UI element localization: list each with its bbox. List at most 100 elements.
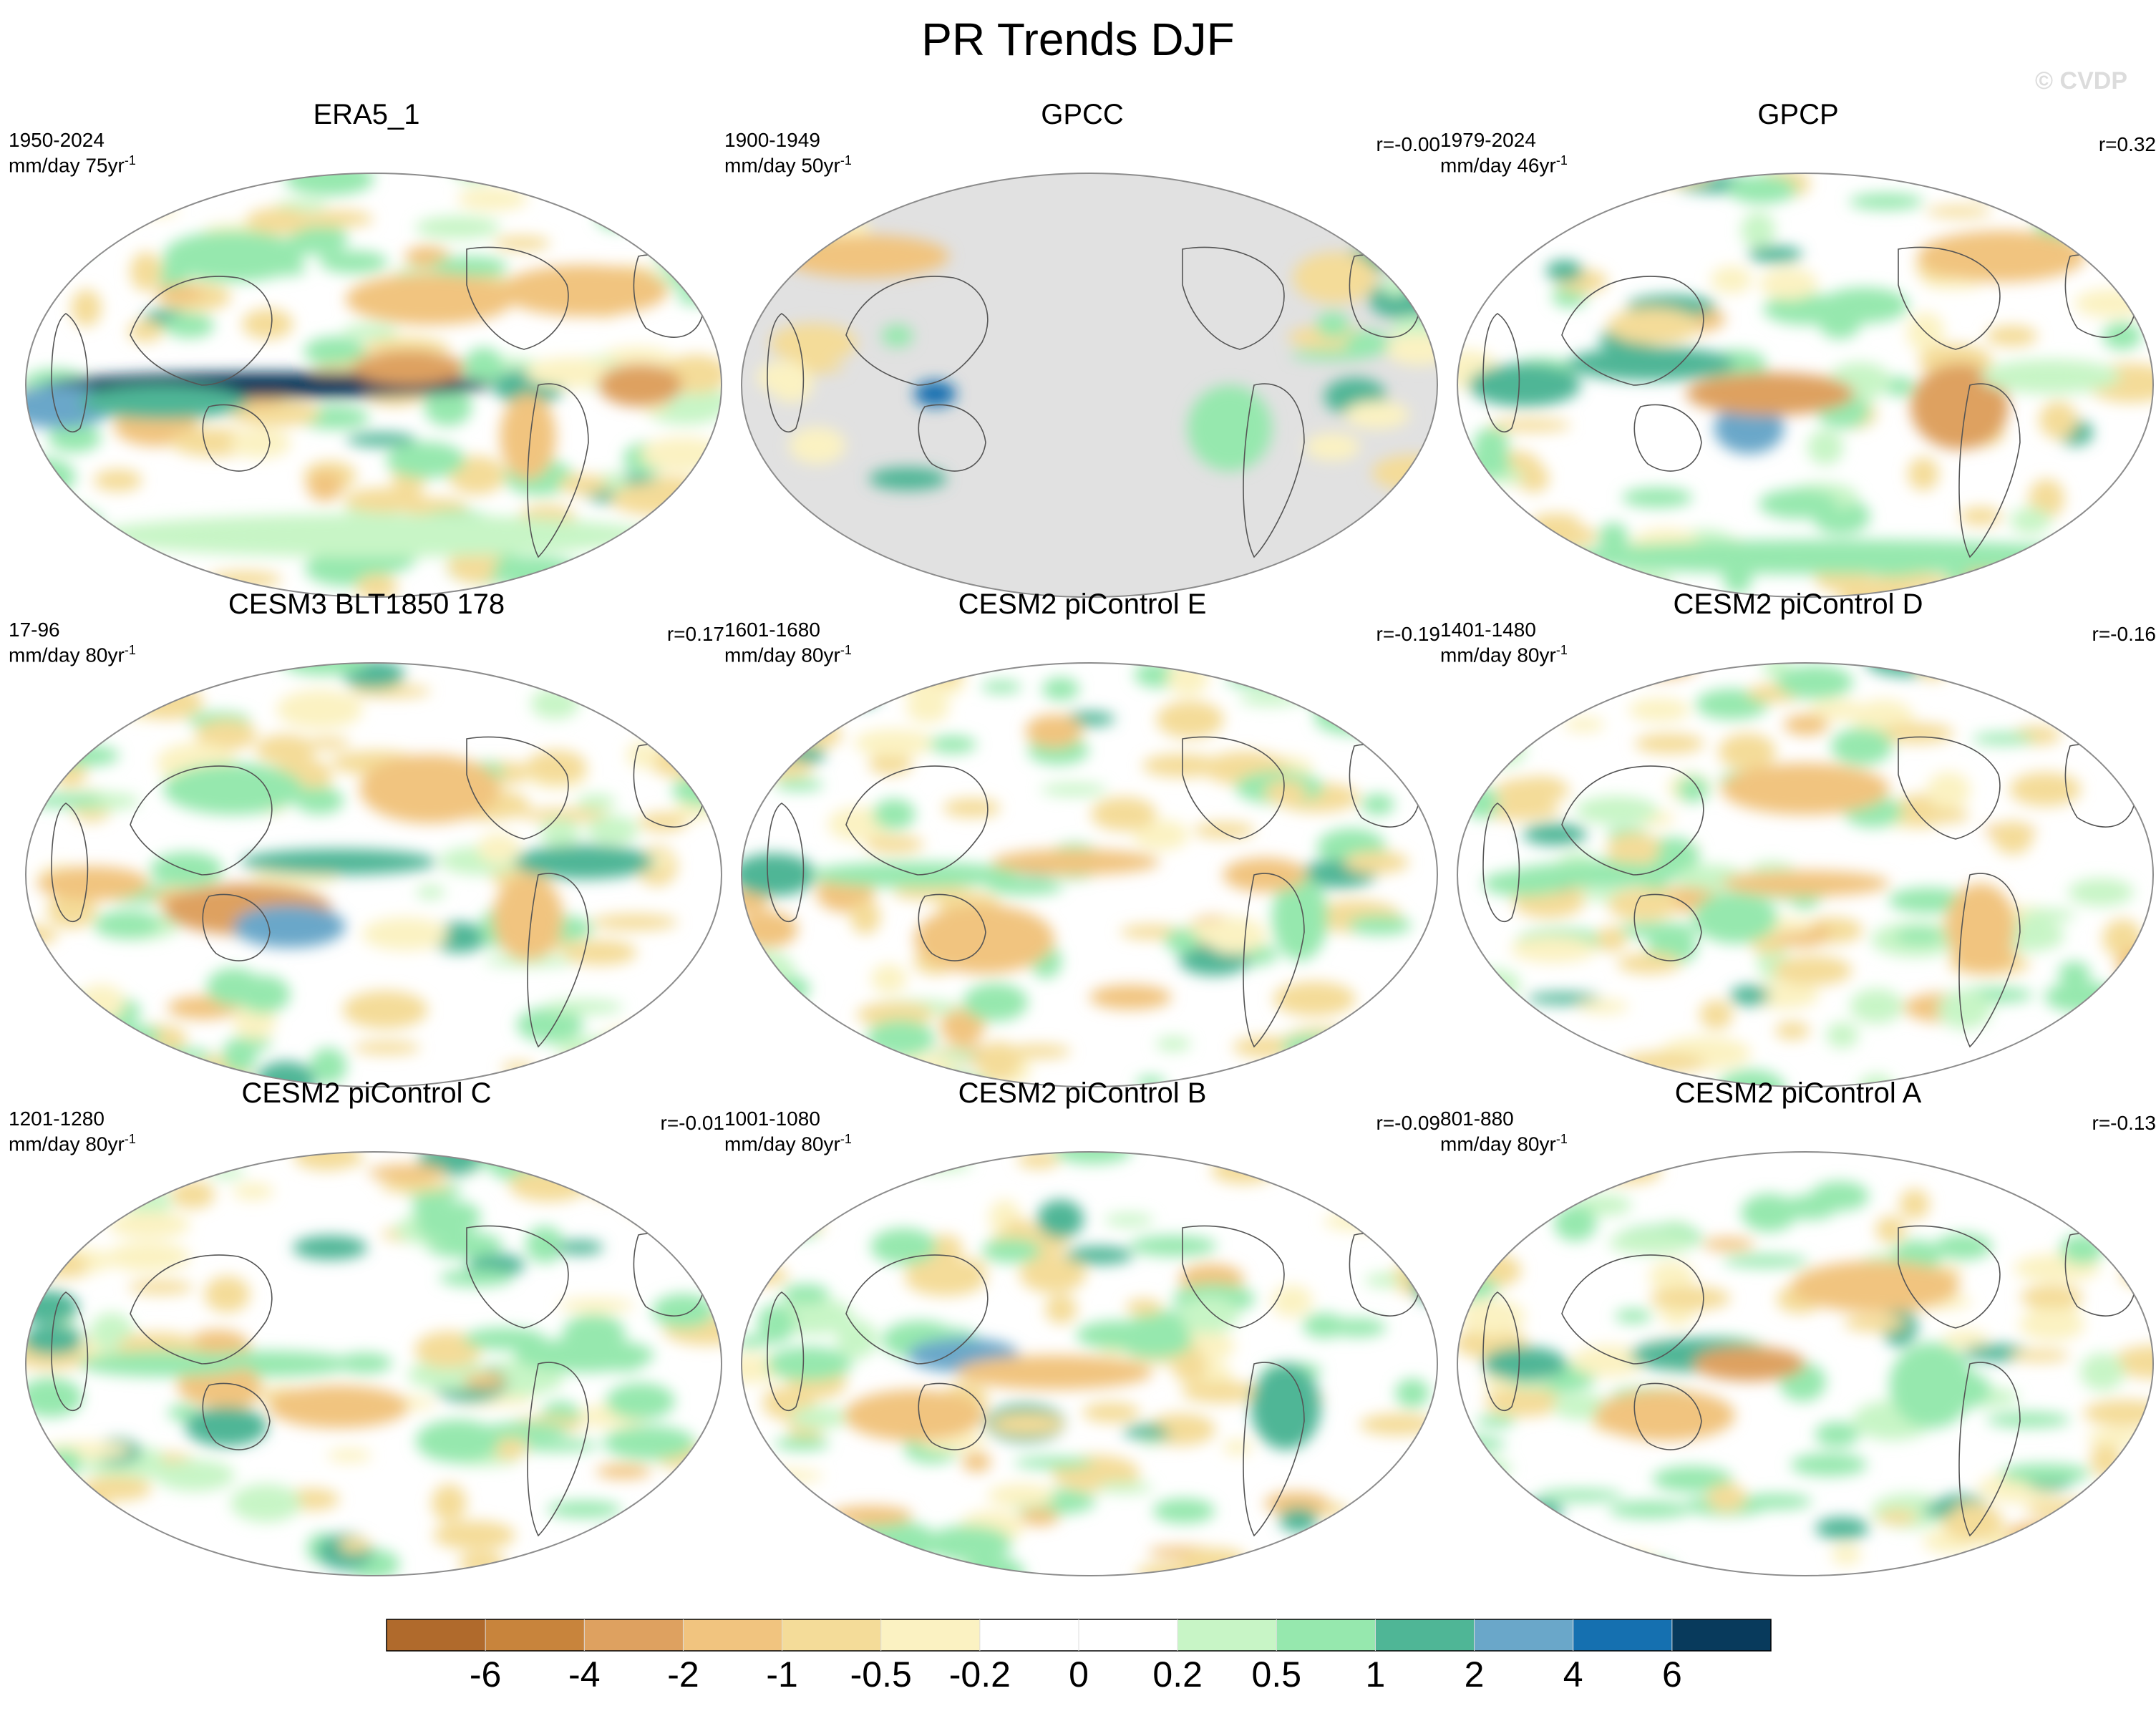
panel-units: mm/day 80yr-1 (724, 643, 852, 667)
trend-patch (1634, 733, 1705, 754)
trend-patch (1908, 457, 1939, 491)
trend-patch (125, 1160, 165, 1181)
trend-patch (1345, 330, 1389, 357)
units-exponent: -1 (124, 153, 136, 168)
trend-region (500, 265, 669, 316)
trend-patch (1162, 1415, 1195, 1436)
panel-correlation: r=-0.09 (1376, 1112, 1441, 1134)
trend-patch (439, 1269, 513, 1287)
trend-patch (342, 324, 399, 339)
panel-period: 1401-1480 (1440, 619, 1536, 641)
trend-region (1917, 231, 2086, 282)
trend-patch (1457, 1436, 1506, 1452)
trend-patch (493, 236, 551, 251)
colorbar-swatch (683, 1619, 783, 1651)
trend-patch (1843, 1314, 1906, 1332)
trend-patch (1117, 1324, 1193, 1359)
trend-patch (1995, 173, 2041, 196)
coastline (130, 276, 273, 386)
world-map (25, 662, 722, 1087)
trend-patch (342, 990, 428, 1029)
map-panel: CESM2 piControl D 1401-1480 mm/day 80yr-1 r… (1440, 588, 2156, 1087)
trend-patch (640, 437, 722, 472)
trend-patch (414, 215, 500, 239)
trend-patch (433, 1521, 516, 1550)
trend-patch (1888, 887, 1969, 913)
trend-patch (742, 678, 774, 698)
coastline (466, 1225, 569, 1329)
trend-patch (82, 1179, 127, 1203)
trend-patch (1641, 1560, 1678, 1576)
trend-region (1981, 359, 2121, 394)
trend-patch (1296, 684, 1352, 704)
trend-patch (26, 457, 76, 496)
trend-patch (463, 347, 504, 387)
trend-patch (1598, 522, 1628, 553)
trend-patch (987, 1483, 1056, 1507)
trend-patch (1777, 665, 1854, 699)
trend-region (345, 273, 514, 325)
trend-patch (256, 734, 315, 765)
units-exponent: -1 (124, 643, 136, 657)
trend-patch (782, 1284, 830, 1304)
map-outline (1457, 173, 2154, 598)
trend-patch (1498, 539, 1571, 556)
trend-patch (1476, 1415, 1515, 1428)
map-panel: CESM3 BLT1850 178 17-96 mm/day 80yr-1 r=0.1… (9, 588, 724, 1087)
trend-patch (887, 1570, 972, 1576)
trend-patch (1344, 400, 1410, 430)
trend-region (1560, 540, 2121, 574)
coastline (1182, 736, 1285, 840)
trend-patch (2074, 1507, 2153, 1525)
trend-patch (881, 324, 913, 347)
trend-patch (1783, 714, 1829, 736)
trend-patch (1716, 1070, 1786, 1087)
trend-patch (559, 565, 651, 591)
trend-region (1293, 252, 1377, 304)
trend-patch (1983, 173, 2061, 199)
trend-patch (586, 1167, 626, 1199)
trend-patch (276, 689, 363, 730)
trend-patch (981, 681, 1022, 693)
trend-region (1889, 1342, 1974, 1428)
trend-patch (309, 1047, 347, 1085)
trend-patch (1193, 822, 1256, 839)
trend-patch (155, 284, 203, 303)
colorbar-frame (386, 1619, 1772, 1652)
trend-patch (29, 503, 92, 515)
trend-patch (1337, 1157, 1410, 1172)
trend-patch (2112, 1345, 2153, 1379)
panel-units: mm/day 80yr-1 (724, 1132, 852, 1155)
trend-patch (71, 289, 102, 327)
trend-patch (626, 1187, 717, 1221)
trend-patch (491, 556, 581, 583)
coastline (1182, 246, 1285, 350)
units-exponent: -1 (840, 1132, 852, 1146)
trend-region (1693, 1347, 1805, 1381)
trend-patch (1545, 260, 1583, 282)
trend-patch (26, 1475, 72, 1489)
trend-patch (292, 1235, 368, 1260)
coastline (51, 313, 89, 433)
map-panel: CESM2 piControl C 1201-1280 mm/day 80yr-1 r… (9, 1077, 724, 1576)
trend-patch (1727, 175, 1797, 204)
trend-patch (1210, 1156, 1276, 1184)
trend-patch (1614, 1309, 1652, 1323)
trend-patch (1457, 1513, 1533, 1537)
trend-patch (690, 1554, 722, 1576)
coastline (1482, 313, 1520, 433)
coastline (51, 803, 89, 923)
trend-region (991, 849, 1160, 875)
trend-patch (676, 291, 718, 305)
panel-period: 1201-1280 (9, 1107, 105, 1130)
trend-patch (2040, 1152, 2121, 1162)
coastline (845, 1254, 989, 1365)
trend-patch (1344, 173, 1428, 191)
trend-patch (132, 684, 203, 720)
trend-patch (150, 852, 223, 887)
trend-patch (1252, 663, 1325, 679)
trend-patch (1089, 984, 1172, 1010)
trend-patch (130, 251, 162, 291)
coastline (466, 736, 569, 840)
trend-patch (596, 1464, 651, 1479)
